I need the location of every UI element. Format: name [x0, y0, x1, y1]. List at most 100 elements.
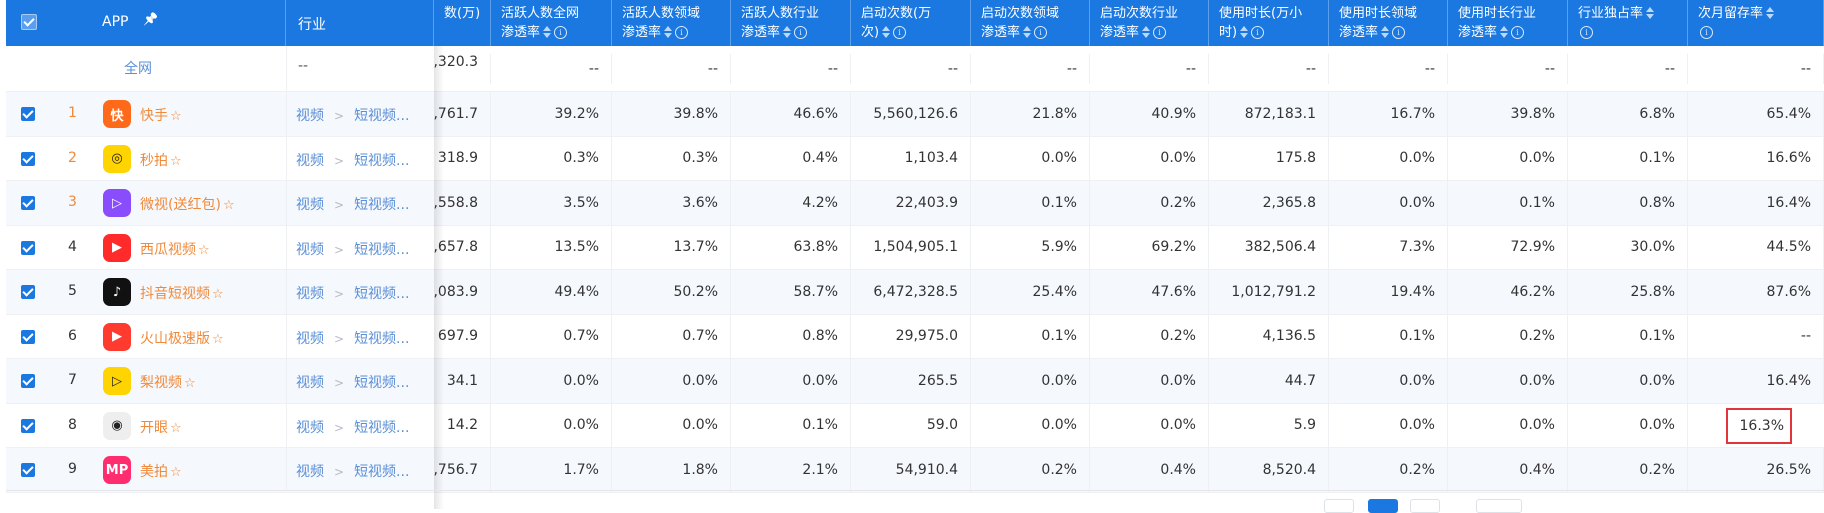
- info-icon[interactable]: i: [1580, 26, 1593, 39]
- sort-icon[interactable]: [1381, 26, 1390, 39]
- table-row[interactable]: 3 ▷ 微视(送红包) ☆ 视频 > 短视频... ,558.8 3.5% 3.6% 4.2% 22,…: [6, 181, 1824, 226]
- row-checkbox[interactable]: [21, 285, 35, 300]
- favorite-star-icon[interactable]: ☆: [170, 465, 182, 481]
- info-icon[interactable]: i: [554, 26, 568, 39]
- app-name-link[interactable]: 火山极速版 ☆: [140, 328, 224, 348]
- industry-breadcrumb[interactable]: 视频 > 短视频...: [296, 328, 409, 348]
- row-checkbox[interactable]: [21, 107, 35, 122]
- industry-breadcrumb[interactable]: 视频 > 短视频...: [296, 194, 409, 214]
- app-name-link[interactable]: 美拍 ☆: [140, 461, 182, 481]
- pagination-button[interactable]: [1324, 499, 1354, 513]
- industry-breadcrumb[interactable]: 视频 > 短视频...: [296, 417, 409, 437]
- industry-cat2[interactable]: 短视频...: [354, 108, 410, 125]
- table-row[interactable]: 6 ▶ 火山极速版 ☆ 视频 > 短视频... 697.9 0.7% 0.7% 0.8% 29,975…: [6, 314, 1824, 359]
- app-name-link[interactable]: 西瓜视频 ☆: [140, 239, 210, 259]
- industry-cat2[interactable]: 短视频...: [354, 464, 410, 481]
- header-column[interactable]: 活跃人数行业 渗透率 i: [731, 0, 851, 46]
- industry-cat1[interactable]: 视频: [296, 286, 324, 303]
- header-app-label[interactable]: APP: [102, 14, 129, 30]
- industry-cat2[interactable]: 短视频...: [354, 375, 410, 392]
- sort-icon[interactable]: [664, 26, 673, 39]
- favorite-star-icon[interactable]: ☆: [170, 153, 182, 169]
- table-row[interactable]: 5 ♪ 抖音短视频 ☆ 视频 > 短视频... ,083.9 49.4% 50.2% 58.7% 6,…: [6, 270, 1824, 315]
- info-icon[interactable]: i: [1034, 26, 1048, 39]
- info-icon[interactable]: i: [1511, 26, 1525, 39]
- table-row[interactable]: 8 ◉ 开眼 ☆ 视频 > 短视频... 14.2 0.0% 0.0% 0.1% 59.0 0.0% 0.…: [6, 403, 1824, 448]
- row-checkbox[interactable]: [21, 329, 35, 344]
- table-row[interactable]: 2 ◎ 秒拍 ☆ 视频 > 短视频... 318.9 0.3% 0.3% 0.4% 1,103.4 0.…: [6, 136, 1824, 181]
- industry-cat2[interactable]: 短视频...: [354, 330, 410, 347]
- row-checkbox[interactable]: [21, 418, 35, 433]
- header-column[interactable]: 数(万): [434, 0, 491, 46]
- favorite-star-icon[interactable]: ☆: [184, 376, 196, 392]
- favorite-star-icon[interactable]: ☆: [212, 287, 224, 303]
- row-checkbox[interactable]: [21, 374, 35, 389]
- header-column[interactable]: 启动次数行业 渗透率 i: [1090, 0, 1209, 46]
- industry-cat1[interactable]: 视频: [296, 330, 324, 347]
- favorite-star-icon[interactable]: ☆: [222, 198, 235, 214]
- info-icon[interactable]: i: [675, 26, 689, 39]
- pagination-button[interactable]: [1368, 499, 1398, 513]
- header-column[interactable]: 活跃人数领域 渗透率 i: [612, 0, 731, 46]
- pin-icon[interactable]: 📌: [143, 12, 158, 26]
- industry-breadcrumb[interactable]: 视频 > 短视频...: [296, 461, 409, 481]
- header-column[interactable]: 行业独占率 i: [1568, 0, 1688, 46]
- industry-breadcrumb[interactable]: 视频 > 短视频...: [296, 150, 409, 170]
- info-icon[interactable]: i: [794, 26, 808, 39]
- industry-cat1[interactable]: 视频: [296, 375, 324, 392]
- app-name-link[interactable]: 抖音短视频 ☆: [140, 283, 224, 303]
- industry-cat1[interactable]: 视频: [296, 108, 324, 125]
- favorite-star-icon[interactable]: ☆: [170, 109, 182, 125]
- app-name-link[interactable]: 开眼 ☆: [140, 417, 182, 437]
- row-checkbox[interactable]: [21, 151, 35, 166]
- industry-cat2[interactable]: 短视频...: [354, 241, 410, 258]
- select-all-checkbox[interactable]: [21, 14, 37, 30]
- industry-cat1[interactable]: 视频: [296, 419, 324, 436]
- pagination-button[interactable]: [1476, 499, 1522, 513]
- header-column[interactable]: 活跃人数全网 渗透率 i: [491, 0, 612, 46]
- app-name-link[interactable]: 微视(送红包) ☆: [140, 194, 235, 214]
- industry-cat2[interactable]: 短视频...: [354, 197, 410, 214]
- favorite-star-icon[interactable]: ☆: [212, 331, 224, 347]
- header-column[interactable]: 启动次数(万 次) i: [851, 0, 971, 46]
- favorite-star-icon[interactable]: ☆: [198, 242, 210, 258]
- table-row[interactable]: 7 ▷ 梨视频 ☆ 视频 > 短视频... 34.1 0.0% 0.0% 0.0% 265.5 0.0%…: [6, 359, 1824, 404]
- sort-icon[interactable]: [543, 26, 552, 39]
- info-icon[interactable]: i: [1153, 26, 1167, 39]
- header-column[interactable]: 使用时长领域 渗透率 i: [1329, 0, 1448, 46]
- header-column[interactable]: 使用时长行业 渗透率 i: [1448, 0, 1568, 46]
- industry-breadcrumb[interactable]: 视频 > 短视频...: [296, 105, 409, 125]
- info-icon[interactable]: i: [1251, 26, 1265, 39]
- header-column[interactable]: 使用时长(万小 时) i: [1209, 0, 1329, 46]
- app-name-link[interactable]: 梨视频 ☆: [140, 372, 196, 392]
- industry-cat1[interactable]: 视频: [296, 152, 324, 169]
- industry-cat2[interactable]: 短视频...: [354, 286, 410, 303]
- row-checkbox[interactable]: [21, 240, 35, 255]
- app-name-link[interactable]: 快手 ☆: [140, 105, 182, 125]
- industry-cat1[interactable]: 视频: [296, 197, 324, 214]
- table-row[interactable]: 1 快快手 ☆ 视频 > 短视频... ,761.7 39.2% 39.8% 46.6% 5,560…: [6, 92, 1824, 137]
- favorite-star-icon[interactable]: ☆: [170, 420, 182, 436]
- sort-icon[interactable]: [1023, 26, 1032, 39]
- sort-icon[interactable]: [882, 26, 891, 39]
- row-checkbox[interactable]: [21, 463, 35, 478]
- sort-icon[interactable]: [1766, 7, 1775, 20]
- sort-icon[interactable]: [1500, 26, 1509, 39]
- info-icon[interactable]: i: [1392, 26, 1406, 39]
- info-icon[interactable]: i: [1700, 26, 1713, 39]
- industry-cat1[interactable]: 视频: [296, 241, 324, 258]
- industry-cat2[interactable]: 短视频...: [354, 152, 410, 169]
- sort-icon[interactable]: [783, 26, 792, 39]
- info-icon[interactable]: i: [893, 26, 907, 39]
- sort-icon[interactable]: [1240, 26, 1249, 39]
- header-column[interactable]: 次月留存率 i: [1688, 0, 1824, 46]
- table-row[interactable]: 9 MP 美拍 ☆ 视频 > 短视频... ,756.7 1.7% 1.8% 2.1% 54,910.…: [6, 448, 1824, 493]
- industry-breadcrumb[interactable]: 视频 > 短视频...: [296, 372, 409, 392]
- header-column[interactable]: 启动次数领域 渗透率 i: [971, 0, 1090, 46]
- sort-icon[interactable]: [1646, 7, 1655, 20]
- industry-cat1[interactable]: 视频: [296, 464, 324, 481]
- table-row[interactable]: 4 ▶ 西瓜视频 ☆ 视频 > 短视频... ,657.8 13.5% 13.7% 63.8% 1,5…: [6, 225, 1824, 270]
- sort-icon[interactable]: [1142, 26, 1151, 39]
- industry-cat2[interactable]: 短视频...: [354, 419, 410, 436]
- row-checkbox[interactable]: [21, 196, 35, 211]
